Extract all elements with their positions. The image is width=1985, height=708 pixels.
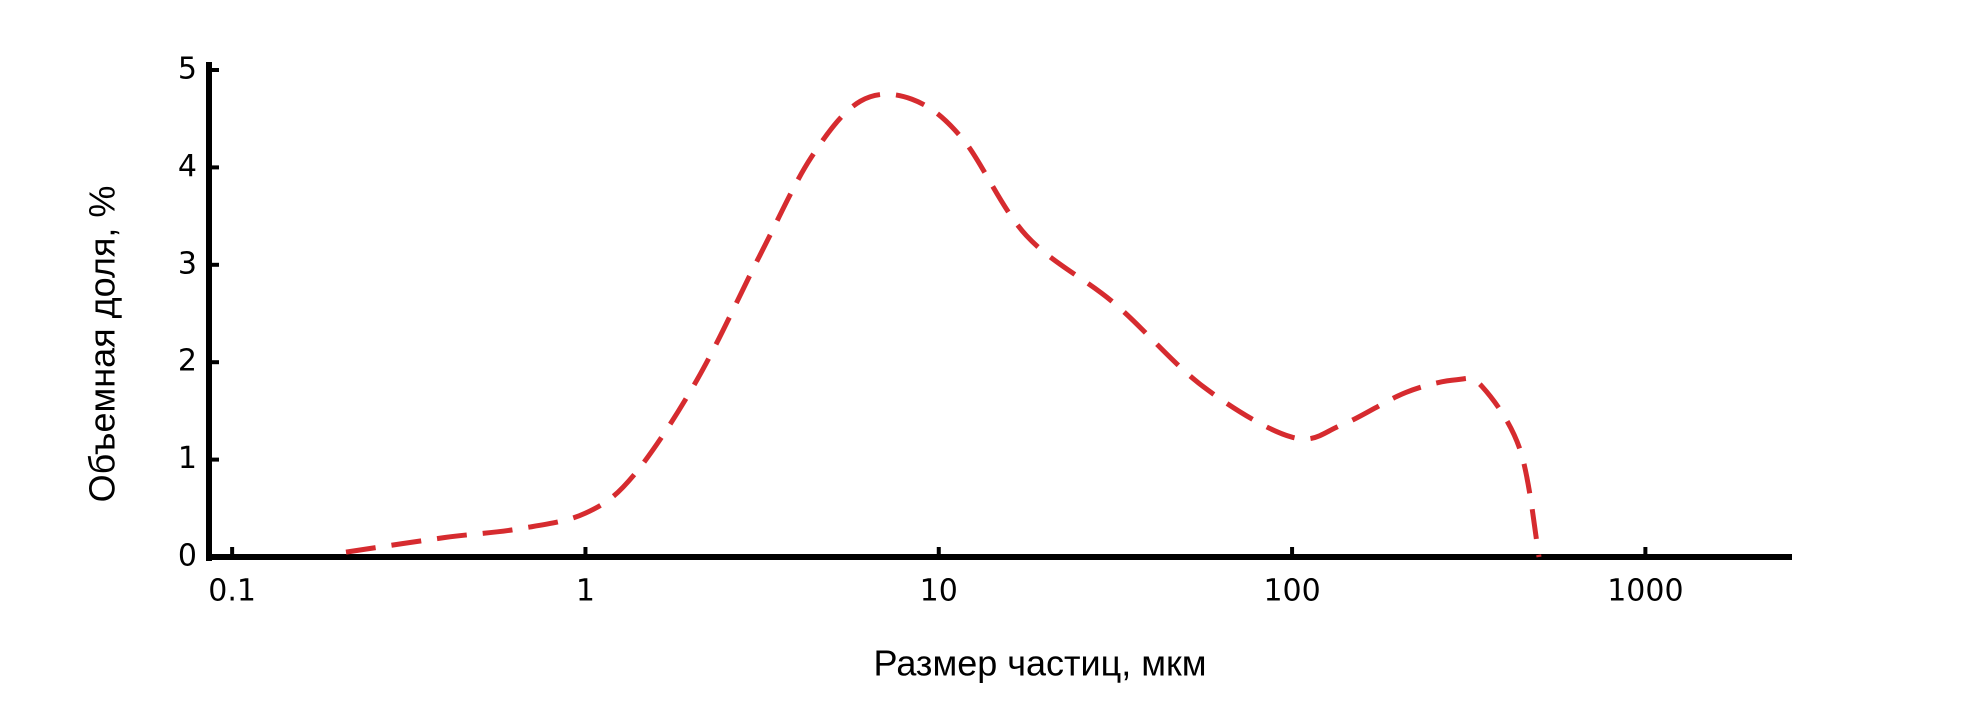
x-tick-label: 10: [920, 574, 958, 609]
x-tick-label: 100: [1263, 574, 1320, 609]
x-tick-label: 0.1: [208, 574, 256, 609]
y-tick-label: 1: [178, 441, 197, 476]
data-line: [345, 91, 1542, 558]
y-axis-title: Объемная доля, %: [82, 186, 123, 503]
y-tick-label: 5: [178, 52, 197, 87]
x-tick-label: 1: [576, 574, 595, 609]
y-tick-label: 3: [178, 246, 197, 281]
x-tick-label: 1000: [1607, 574, 1683, 609]
y-tick-label: 4: [178, 149, 197, 184]
y-tick-label: 0: [178, 539, 197, 574]
x-axis-title: Размер частиц, мкм: [874, 643, 1207, 684]
y-tick-label: 2: [178, 344, 197, 379]
